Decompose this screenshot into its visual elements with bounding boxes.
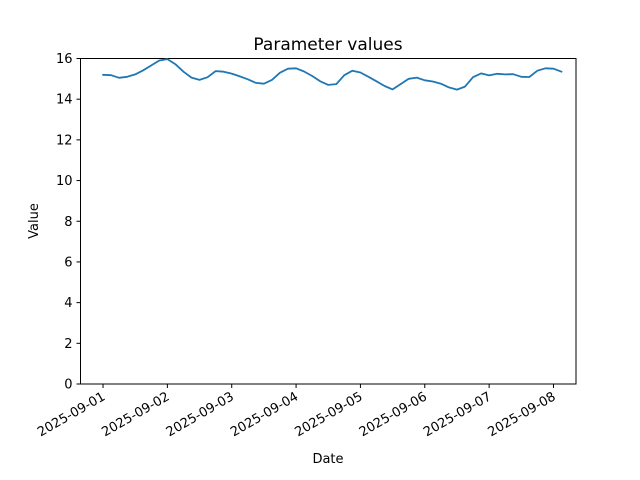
y-axis-label: Value <box>27 203 42 239</box>
x-tick-label: 2025-09-07 <box>421 389 494 440</box>
series-line <box>102 58 563 91</box>
y-tick-label: 4 <box>64 296 72 311</box>
plot-border <box>80 58 577 385</box>
x-tick-label: 2025-09-02 <box>99 389 172 440</box>
x-tick-label: 2025-09-03 <box>164 389 237 440</box>
y-tick-label: 10 <box>56 174 73 189</box>
y-tick-label: 12 <box>56 133 73 148</box>
y-tick-label: 2 <box>64 337 72 352</box>
y-tick-label: 6 <box>64 255 72 270</box>
x-tick-label: 2025-09-05 <box>292 389 365 440</box>
x-tick-label: 2025-09-04 <box>228 389 301 440</box>
x-tick-label: 2025-09-08 <box>486 389 559 440</box>
y-tick-label: 0 <box>64 378 72 393</box>
x-axis-label: Date <box>312 452 343 467</box>
y-tick-label: 14 <box>56 93 73 108</box>
plot-area: 02468101214162025-09-012025-09-022025-09… <box>35 52 577 440</box>
y-tick-label: 8 <box>64 215 72 230</box>
x-tick-label: 2025-09-06 <box>357 389 430 440</box>
x-tick-label: 2025-09-01 <box>35 389 108 440</box>
y-tick-label: 16 <box>56 52 73 67</box>
chart-title: Parameter values <box>253 35 402 55</box>
